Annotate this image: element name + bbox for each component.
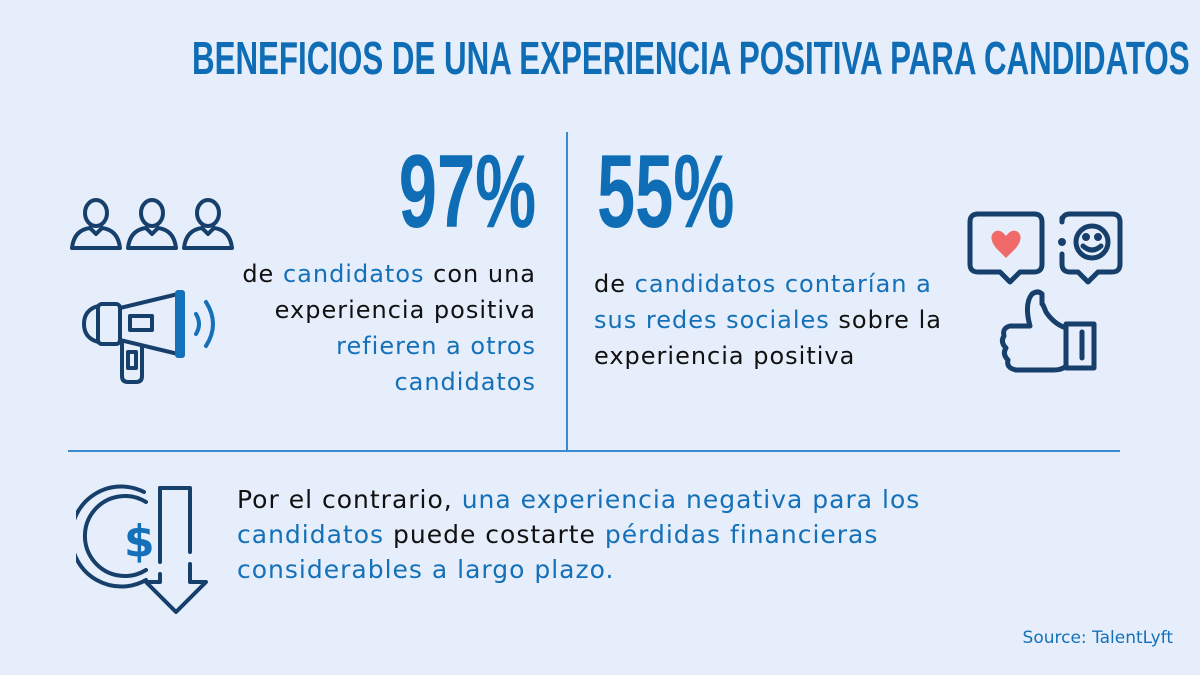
highlight-segment: candidatos (282, 260, 425, 288)
stat-value-referrals: 97% (398, 134, 536, 250)
megaphone-icon (82, 290, 215, 384)
social-reactions-icon (967, 211, 1123, 373)
stat-value-social: 55% (597, 134, 735, 250)
dollar-sign-icon: $ (124, 516, 155, 567)
highlight-segment: pérdidas financieras considerables a lar… (237, 520, 879, 584)
text-segment: Por el contrario, (237, 485, 462, 514)
thumbs-up-icon (999, 289, 1097, 373)
page-title: BENEFICIOS DE UNA EXPERIENCIA POSITIVA P… (192, 32, 1190, 84)
stat-description-social: de candidatos contarían a sus redes soci… (594, 266, 954, 374)
heart-icon (991, 230, 1021, 258)
source-credit: Source: TalentLyft (1022, 628, 1173, 648)
vertical-divider (566, 132, 568, 451)
heart-speech-bubble-icon (967, 211, 1045, 285)
stat-description-referrals: de candidatos con una experiencia positi… (216, 256, 536, 400)
text-segment: sobre la experiencia positiva (594, 306, 942, 370)
smiley-speech-bubble-icon (1058, 211, 1123, 285)
highlight-segment: una experiencia negativa para los candid… (237, 485, 921, 549)
people-group-icon (70, 198, 234, 250)
bottom-statement: Por el contrario, una experiencia negati… (237, 482, 1037, 587)
highlight-segment: refieren a otros candidatos (336, 332, 536, 396)
text-segment: de (594, 270, 635, 298)
text-segment: con una experiencia positiva (274, 260, 536, 324)
horizontal-divider (68, 450, 1120, 452)
text-segment: de (242, 260, 283, 288)
text-segment: puede costarte (384, 520, 605, 549)
money-down-icon: $ (76, 484, 208, 614)
highlight-segment: candidatos contarían a sus redes sociale… (594, 270, 932, 334)
